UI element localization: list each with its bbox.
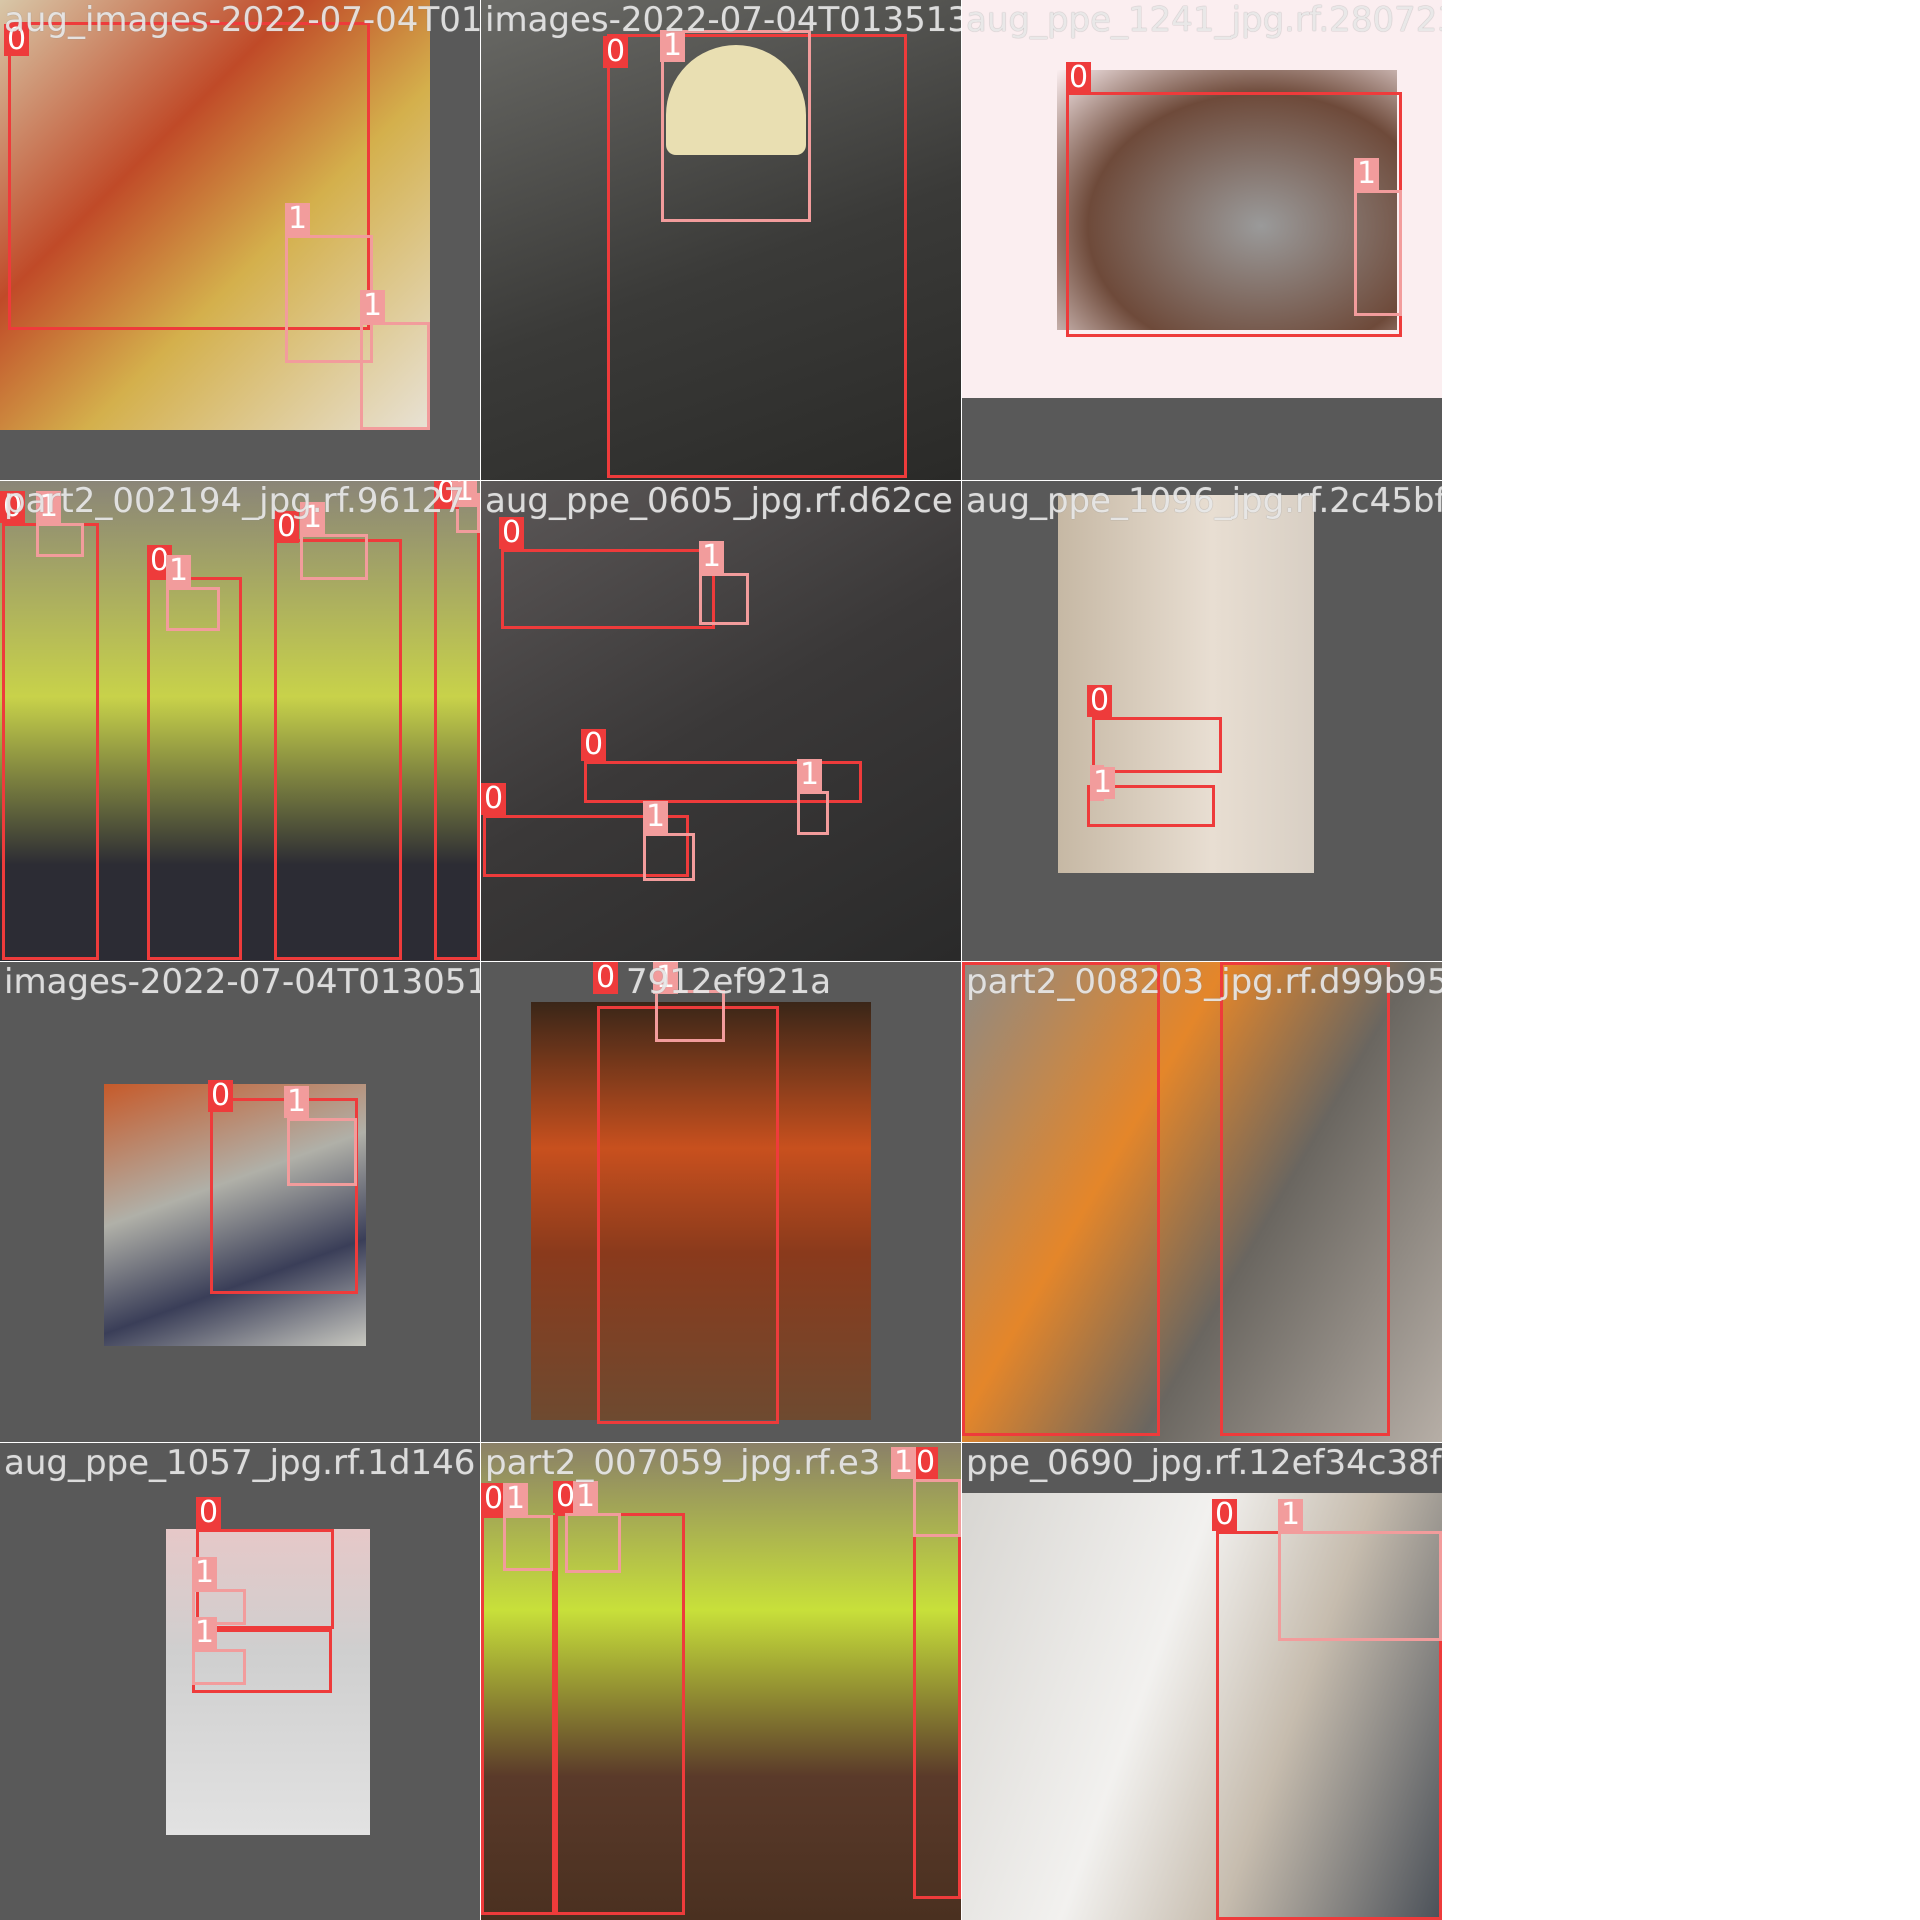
tile-r4c3: 0 1 ppe_0690_jpg.rf.12ef34c38fd11cd7c678… xyxy=(962,1443,1442,1920)
tile-r1c1: 0 1 1 aug_images-2022-07-04T013045_jpg.r… xyxy=(0,0,480,480)
hardhat-shape xyxy=(666,45,806,155)
bbox-label: 1 xyxy=(1278,1499,1304,1531)
bbox-class0 xyxy=(1087,785,1215,827)
photo xyxy=(531,1002,871,1420)
bbox-label: 1 xyxy=(166,555,192,587)
bbox-label: 1 xyxy=(660,30,686,62)
photo xyxy=(1058,495,1314,873)
bbox-class0 xyxy=(274,539,402,960)
bbox-label: 0 xyxy=(913,1447,939,1479)
bbox-class0 xyxy=(8,22,370,330)
photo xyxy=(962,1493,1442,1920)
bbox-class1 xyxy=(1278,1531,1442,1641)
bbox-class0 xyxy=(1092,717,1222,773)
bbox-class1 xyxy=(360,322,430,430)
bbox-class1 xyxy=(287,1118,357,1186)
tile-r2c3: 0 1 aug_ppe_1096_jpg.rf.2c45bfa912038af0… xyxy=(962,481,1442,961)
bbox-class1 xyxy=(643,833,695,881)
bbox-label: 0 xyxy=(196,1497,222,1529)
bbox-label: 0 xyxy=(593,962,619,994)
bbox-class0 xyxy=(2,523,99,960)
bbox-class1 xyxy=(565,1513,621,1573)
bbox-class1 xyxy=(192,1649,246,1685)
image-filename: ppe_0690_jpg.rf.12ef34c38fd11cd7c6786563 xyxy=(966,1443,1442,1483)
photo xyxy=(481,1443,961,1920)
bbox-label: 1 xyxy=(699,541,725,573)
bbox-class0 xyxy=(1220,962,1390,1436)
bbox-label: 0 xyxy=(481,1483,507,1515)
photo xyxy=(962,962,1442,1442)
bbox-class1 xyxy=(300,534,368,580)
detection-mosaic: 0 1 1 aug_images-2022-07-04T013045_jpg.r… xyxy=(0,0,1442,1920)
bbox-class0 xyxy=(555,1513,685,1915)
bbox-label: 0 xyxy=(0,491,26,523)
bbox-class0 xyxy=(147,577,242,960)
image-filename: images-2022-07-04T013051_jpg.rf.f4683ba xyxy=(4,962,480,1002)
bbox-label: 1 xyxy=(285,203,311,235)
bbox-label: 1 xyxy=(300,502,326,534)
bbox-class0 xyxy=(913,1479,961,1899)
photo xyxy=(104,1084,366,1346)
bbox-label: 1 xyxy=(653,962,679,994)
tile-r2c1: 0 1 0 1 0 1 0 1 part2_002194_jpg.rf.9612… xyxy=(0,481,480,961)
bbox-class0 xyxy=(584,761,862,803)
bbox-label: 1 xyxy=(503,1483,529,1515)
bbox-label: 1 xyxy=(452,481,478,507)
tile-r4c1: 0 1 1 aug_ppe_1057_jpg.rf.1d146 xyxy=(0,1443,480,1920)
bbox-label: 0 xyxy=(581,729,607,761)
bbox-label: 1 xyxy=(573,1481,599,1513)
photo xyxy=(0,0,430,430)
bbox-class1 xyxy=(1354,190,1402,316)
bbox-label: 0 xyxy=(481,783,507,815)
bbox-label: 1 xyxy=(284,1086,310,1118)
image-filename: aug_ppe_1057_jpg.rf.1d146 xyxy=(4,1443,476,1483)
bbox-label: 1 xyxy=(643,801,669,833)
bbox-label: 1 xyxy=(1354,158,1380,190)
bbox-class0 xyxy=(597,1006,779,1424)
bbox-label: 0 xyxy=(1212,1499,1238,1531)
bbox-label: 0 xyxy=(1066,62,1092,94)
tile-r4c2: 0 1 0 1 0 1 part2_007059_jpg.rf.e3 xyxy=(481,1443,961,1920)
bbox-label: 0 xyxy=(4,24,30,56)
bbox-class1 xyxy=(699,573,749,625)
bbox-label: 0 xyxy=(208,1080,234,1112)
bbox-class1 xyxy=(36,523,84,557)
bbox-class1 xyxy=(503,1515,553,1571)
bbox-class1 xyxy=(913,1479,961,1537)
bbox-label: 1 xyxy=(192,1617,218,1649)
bbox-label: 0 xyxy=(274,511,300,543)
bbox-label: 1 xyxy=(36,491,62,523)
tile-r3c2: 0 1 7912ef921a xyxy=(481,962,961,1442)
bbox-class0 xyxy=(607,34,907,478)
bbox-class0 xyxy=(483,815,689,877)
person-shape xyxy=(1057,70,1397,330)
bbox-class0 xyxy=(962,962,1160,1436)
tile-r3c3: 0 0 part2_008203_jpg.rf.d99b95d734586820… xyxy=(962,962,1442,1442)
bbox-label: 0 xyxy=(603,36,629,68)
tile-r2c2: 0 1 0 1 0 1 aug_ppe_0605_jpg.rf.d62ce xyxy=(481,481,961,961)
bbox-class1 xyxy=(797,791,829,835)
bbox-class1 xyxy=(192,1589,246,1625)
bbox-class0 xyxy=(501,549,715,629)
tile-r1c2: 0 1 images-2022-07-04T013513_jpg xyxy=(481,0,961,480)
bbox-label: 1 xyxy=(192,1557,218,1589)
bbox-class0 xyxy=(434,493,480,960)
bbox-label: 1 xyxy=(360,290,386,322)
bbox-label: 0 xyxy=(1087,685,1113,717)
bbox-class1 xyxy=(655,990,725,1042)
bbox-label: 1 xyxy=(1090,767,1116,799)
tile-r1c3: 0 1 aug_ppe_1241_jpg.rf.2807235ebeddb541… xyxy=(962,0,1442,480)
bbox-class1 xyxy=(661,30,811,222)
bbox-class0 xyxy=(481,1515,555,1915)
bbox-label: 1 xyxy=(891,1447,917,1479)
bbox-class1 xyxy=(166,587,220,631)
tile-r3c1: 0 1 images-2022-07-04T013051_jpg.rf.f468… xyxy=(0,962,480,1442)
bbox-label: 1 xyxy=(797,759,823,791)
bbox-label: 0 xyxy=(499,517,525,549)
bbox-class0 xyxy=(1066,92,1402,337)
